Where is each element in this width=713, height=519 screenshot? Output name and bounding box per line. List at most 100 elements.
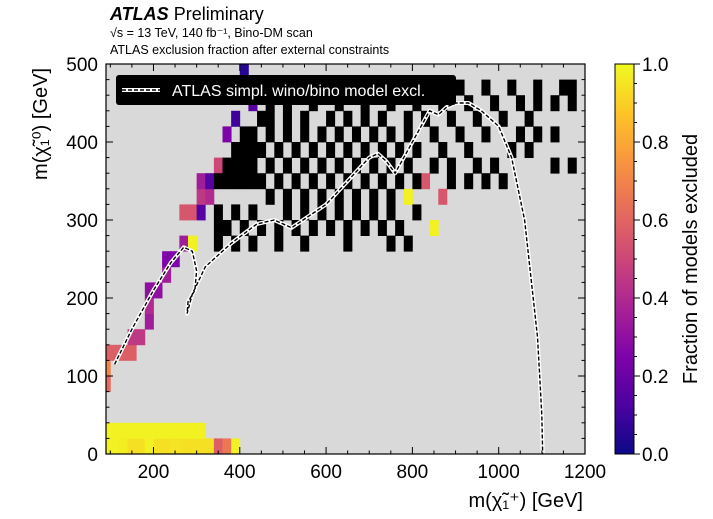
heatmap-cell	[248, 142, 258, 158]
heatmap-cell	[472, 110, 482, 127]
heatmap-cell	[282, 157, 292, 174]
heatmap-cell	[421, 173, 431, 190]
heatmap-cell	[498, 173, 508, 190]
heatmap-cell	[274, 142, 284, 158]
heatmap-cell	[326, 220, 336, 236]
heatmap-cell	[300, 110, 310, 127]
heatmap-cell	[300, 157, 310, 174]
heatmap-cell	[187, 422, 198, 439]
heatmap-cell	[326, 173, 336, 190]
heatmap-cell	[213, 204, 223, 221]
heatmap-cell	[231, 204, 241, 221]
heatmap-cell	[308, 142, 318, 158]
heatmap-cell	[360, 220, 370, 236]
heatmap-cell	[481, 173, 491, 190]
heatmap-cell	[110, 344, 120, 361]
heatmap-cell	[265, 110, 275, 127]
colorbar-tick-label: 1.0	[642, 55, 668, 76]
heatmap-cell	[446, 173, 456, 190]
x-tick-label: 800	[397, 462, 429, 483]
heatmap-cell	[136, 329, 146, 346]
heatmap-cell	[162, 251, 172, 268]
heatmap-cell	[187, 438, 198, 455]
heatmap-cell	[136, 438, 146, 455]
heatmap-cell	[334, 126, 344, 143]
heatmap-cell	[274, 235, 284, 252]
heatmap-cell	[472, 157, 482, 174]
heatmap-cell	[369, 157, 379, 174]
heatmap-cell	[282, 110, 292, 127]
heatmap-cell	[257, 173, 267, 190]
heatmap-cell	[144, 313, 154, 330]
heatmap-cell	[507, 142, 517, 158]
heatmap-cell	[179, 422, 189, 439]
heatmap-cell	[127, 438, 137, 455]
colorbar-label: Fraction of models excluded	[680, 134, 702, 384]
heatmap-cell	[386, 204, 396, 221]
x-tick-label: 400	[224, 462, 256, 483]
heatmap-cell	[533, 126, 543, 143]
heatmap-cell	[567, 95, 577, 112]
heatmap-cell	[213, 157, 223, 174]
heatmap-cell	[438, 142, 448, 158]
heatmap-cell	[205, 188, 215, 205]
heatmap-cell	[300, 235, 310, 252]
heatmap-cell	[567, 157, 577, 174]
heatmap-cell	[274, 173, 284, 190]
heatmap-cell	[550, 95, 560, 112]
heatmap-cell	[300, 188, 310, 205]
heatmap-cell	[136, 422, 146, 439]
colorbar-tick-label: 0.6	[642, 211, 668, 232]
heatmap-cell	[170, 438, 180, 455]
heatmap-cell	[403, 157, 413, 174]
heatmap-cell	[248, 173, 258, 190]
heatmap-cell	[144, 422, 154, 439]
heatmap-cell	[282, 204, 292, 221]
x-tick-label: 600	[310, 462, 342, 483]
heatmap-cell	[386, 235, 396, 252]
heatmap-cell	[343, 142, 353, 158]
heatmap-cell	[550, 126, 560, 143]
heatmap-cell	[567, 79, 577, 96]
heatmap-cell	[231, 110, 241, 127]
heatmap-cell	[239, 173, 249, 190]
colorbar-tick-label: 0.4	[642, 289, 669, 310]
heatmap-cell	[248, 126, 258, 143]
heatmap-cell	[343, 220, 353, 236]
heatmap-cell	[187, 204, 198, 221]
x-tick-label: 1000	[478, 462, 520, 483]
heatmap-cell	[481, 79, 491, 96]
heatmap-cell	[179, 204, 189, 221]
heatmap-cell	[360, 142, 370, 158]
heatmap-cell	[515, 126, 525, 143]
heatmap-cell	[222, 126, 232, 143]
energy-line: √s = 13 TeV, 140 fb⁻¹, Bino-DM scan	[110, 26, 313, 40]
heatmap-cell	[446, 157, 456, 174]
colorbar-ticks: 0.0 0.2 0.4 0.6 0.8 1.0	[634, 55, 669, 466]
heatmap-cell	[559, 79, 569, 96]
heatmap-cell	[343, 235, 353, 252]
heatmap-cell	[377, 142, 387, 158]
heatmap-cell	[231, 142, 241, 158]
heatmap-cell	[515, 95, 525, 112]
heatmap-cell	[127, 422, 137, 439]
heatmap-cell	[248, 157, 258, 174]
colorbar-tick-label: 0.2	[642, 367, 668, 388]
heatmap-cell	[257, 110, 267, 127]
heatmap-cell	[118, 438, 128, 455]
heatmap-cell	[326, 110, 336, 127]
legend-label: ATLAS simpl. wino/bino model excl.	[172, 83, 425, 100]
heatmap-cell	[144, 282, 154, 299]
heatmap-cell	[464, 173, 474, 190]
heatmap-cell	[153, 422, 163, 439]
colorbar-tick-label: 0.0	[642, 445, 668, 466]
heatmap-cell	[291, 142, 301, 158]
experiment-name: ATLAS	[110, 4, 169, 24]
y-tick-label: 300	[66, 211, 98, 232]
plot-area	[105, 63, 586, 455]
heatmap-cell	[386, 126, 396, 143]
heatmap-cell	[377, 110, 387, 127]
heatmap-cell	[170, 422, 180, 439]
heatmap-cell	[110, 438, 120, 455]
